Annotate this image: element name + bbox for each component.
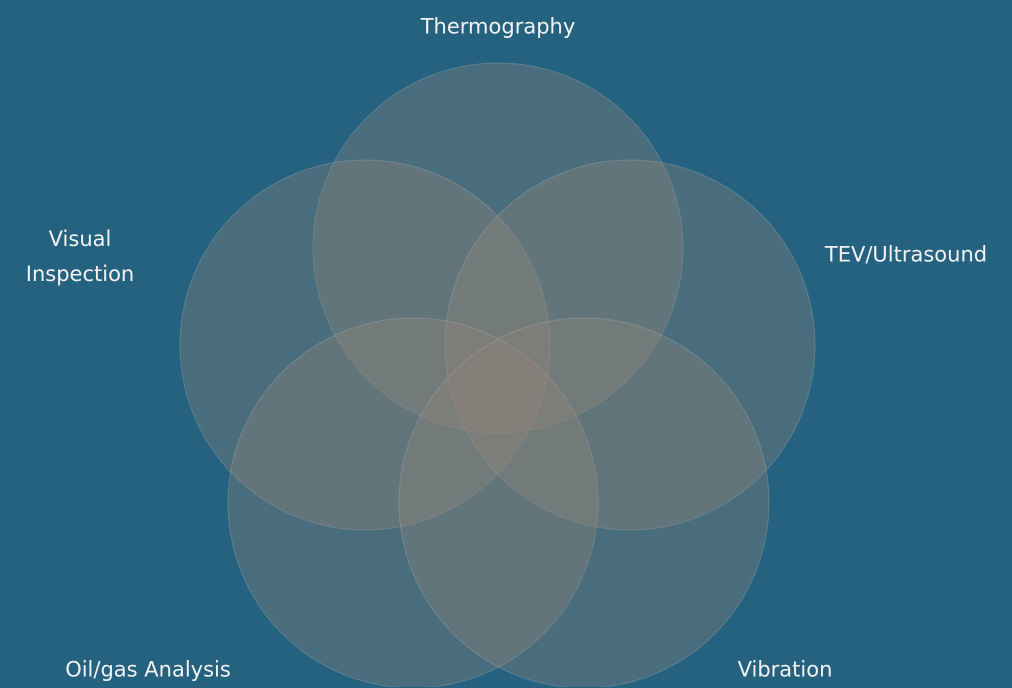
- venn-circle: [444, 159, 816, 531]
- venn-circle: [312, 62, 684, 434]
- circle-label: Visual Inspection: [25, 227, 135, 286]
- venn-circle: [179, 159, 551, 531]
- circle-label: Oil/gas Analysis: [65, 657, 231, 682]
- circle-label: TEV/Ultrasound: [824, 242, 988, 267]
- venn-circle: [227, 317, 599, 687]
- circle-label: Vibration: [737, 657, 833, 682]
- venn-circle: [398, 317, 770, 687]
- circle-label: Thermography: [420, 14, 576, 39]
